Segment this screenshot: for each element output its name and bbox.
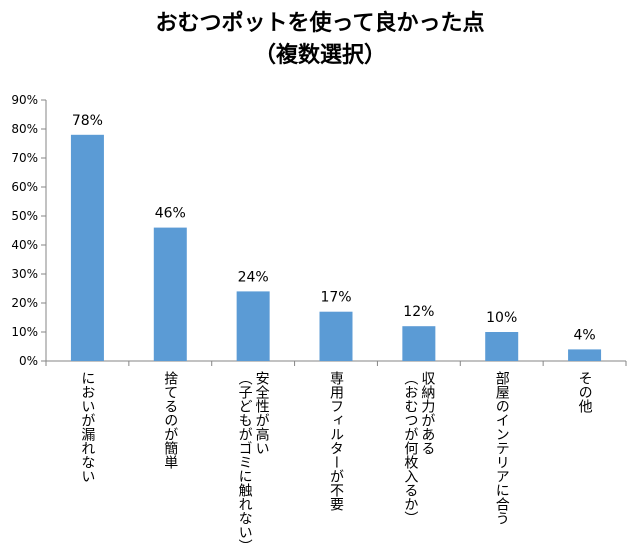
y-tick-label: 70% — [11, 151, 38, 165]
y-tick-label: 30% — [11, 267, 38, 281]
chart-title: おむつポットを使って良かった点 — [155, 11, 485, 36]
y-tick-label: 10% — [11, 325, 38, 339]
category-label: 専用フィルターが不要 — [328, 371, 344, 511]
data-label: 4% — [573, 327, 595, 343]
bar — [70, 134, 104, 361]
data-labels: 78% 46% 24% 17% 12% 10% 4% — [72, 113, 596, 344]
axes: 0% 10% 20% 30% 40% 50% 60% 70% 80% 90% — [11, 93, 627, 368]
chart-subtitle: （複数選択） — [253, 43, 386, 68]
bar — [319, 311, 353, 361]
y-tick-label: 50% — [11, 209, 38, 223]
y-tick-label: 40% — [11, 238, 38, 252]
data-label: 10% — [486, 310, 517, 326]
y-tick-label: 90% — [11, 93, 38, 107]
category-label: 収納力がある — [419, 371, 435, 455]
bar — [402, 326, 436, 361]
data-label: 24% — [238, 269, 269, 285]
y-tick-label: 80% — [11, 122, 38, 136]
data-label: 46% — [155, 206, 186, 222]
bar — [153, 227, 187, 361]
y-tick-label: 0% — [19, 354, 38, 368]
bar — [236, 291, 270, 361]
data-label: 12% — [403, 304, 434, 320]
category-label: （子どもがゴミに触れない） — [237, 371, 253, 553]
y-tick-label: 60% — [11, 180, 38, 194]
category-labels: においが漏れない 捨てるのが簡単 安全性が高い（子どもがゴミに触れない） 専用フィルタ… — [79, 370, 592, 553]
data-label: 17% — [320, 290, 351, 306]
y-tick-label: 20% — [11, 296, 38, 310]
category-label: 捨てるのが簡単 — [162, 370, 178, 469]
bar — [568, 349, 602, 361]
category-label: においが漏れない — [79, 371, 95, 483]
category-label: （おむつが何枚入るか） — [402, 371, 418, 525]
category-label: 部屋のインテリアに合う — [494, 371, 510, 525]
bars — [70, 134, 602, 361]
category-label: その他 — [577, 371, 593, 414]
data-label: 78% — [72, 113, 103, 129]
bar — [485, 332, 519, 361]
category-label: 安全性が高い — [254, 371, 270, 455]
